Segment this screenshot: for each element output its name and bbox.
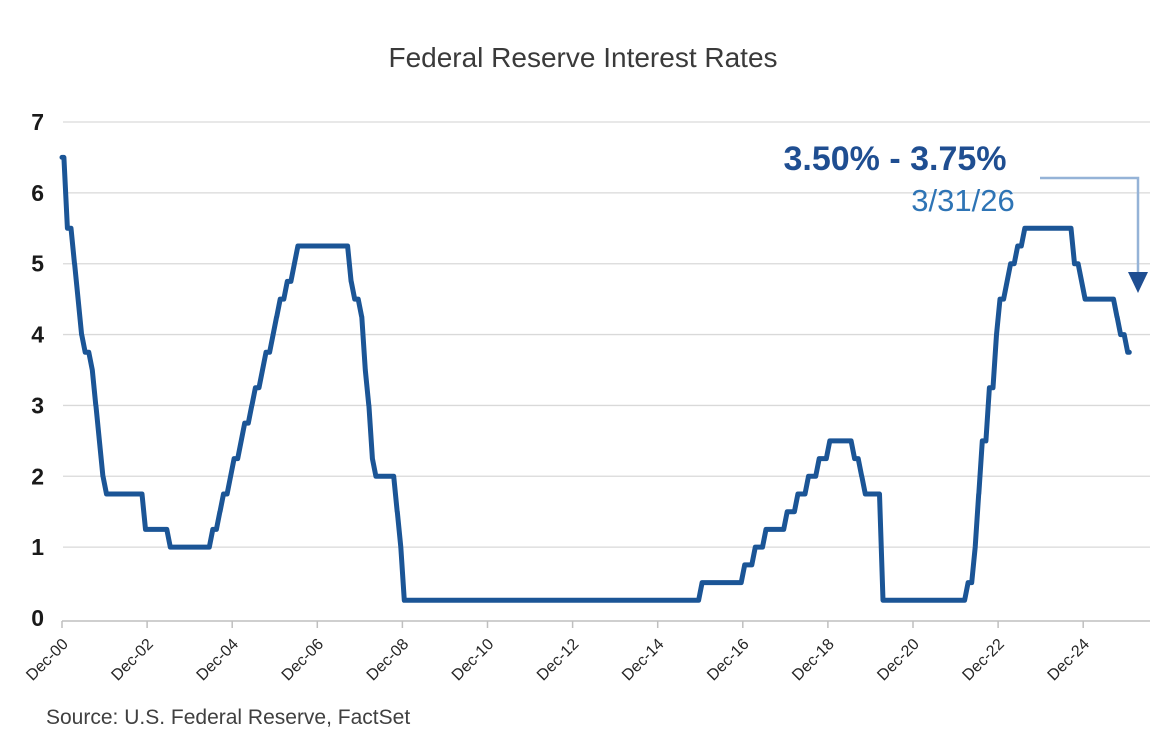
y-axis-label-1: 1 (31, 534, 44, 560)
x-axis-label-Dec-12: Dec-12 (534, 636, 583, 685)
x-axis-label-Dec-20: Dec-20 (874, 636, 923, 685)
rate-line (59, 154, 1132, 603)
forecast-arrow-head-icon (1128, 272, 1148, 293)
x-axis-label-Dec-06: Dec-06 (279, 636, 328, 685)
x-axis-label-Dec-04: Dec-04 (194, 636, 243, 685)
x-axis-label-Dec-22: Dec-22 (959, 636, 1008, 685)
forecast-arrow-line (1040, 176, 1140, 273)
x-axis-label-Dec-08: Dec-08 (364, 636, 413, 685)
source-note: Source: U.S. Federal Reserve, FactSet (46, 706, 411, 729)
y-axis-label-0: 0 (31, 605, 44, 631)
y-axis-label-3: 3 (31, 392, 44, 418)
x-axis-label-Dec-10: Dec-10 (449, 636, 498, 685)
x-axis-label-Dec-02: Dec-02 (108, 636, 157, 685)
x-axis-label-Dec-24: Dec-24 (1045, 636, 1094, 685)
x-axis-label-Dec-14: Dec-14 (619, 636, 668, 685)
y-axis-label-6: 6 (31, 180, 44, 206)
y-axis-label-4: 4 (31, 322, 44, 348)
forecast-date-label: 3/31/26 (911, 183, 1015, 218)
y-axis-label-2: 2 (31, 463, 44, 489)
x-axis-label-Dec-18: Dec-18 (789, 636, 838, 685)
y-axis-label-7: 7 (31, 109, 44, 135)
y-axis-label-5: 5 (31, 251, 44, 277)
forecast-rate-label: 3.50% - 3.75% (783, 140, 1007, 178)
chart-title: Federal Reserve Interest Rates (388, 42, 778, 73)
x-axis-label-Dec-00: Dec-00 (23, 636, 72, 685)
x-axis-label-Dec-16: Dec-16 (704, 636, 753, 685)
